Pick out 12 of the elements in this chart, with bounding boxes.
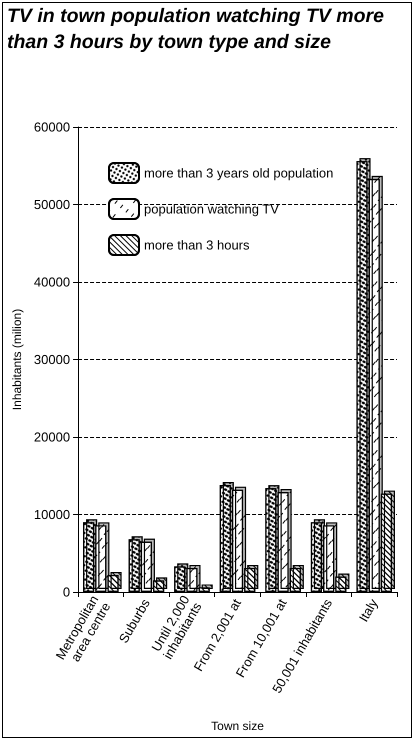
- y-tick-label: 0: [62, 584, 70, 600]
- y-tick-label: 30000: [34, 352, 70, 367]
- y-tick-label: 50000: [34, 197, 70, 212]
- x-axis-title: Town size: [211, 719, 264, 733]
- y-tick-label: 60000: [34, 120, 70, 134]
- y-tick-label: 10000: [34, 507, 70, 522]
- y-tick-label: 20000: [34, 430, 70, 444]
- chart-title: TV in town population watching TV more than 3 hours by town type and size: [7, 4, 385, 55]
- legend-label: more than 3 years old population: [144, 166, 334, 180]
- y-tick-label: 40000: [34, 274, 70, 290]
- y-axis-title: Inhabitants (milion): [10, 308, 24, 410]
- legend-label: more than 3 hours: [144, 238, 250, 252]
